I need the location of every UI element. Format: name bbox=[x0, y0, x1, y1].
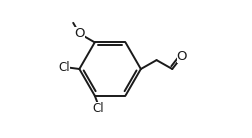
Text: O: O bbox=[176, 50, 186, 63]
Text: Cl: Cl bbox=[58, 61, 70, 74]
Text: Cl: Cl bbox=[92, 102, 104, 115]
Text: O: O bbox=[74, 27, 84, 40]
